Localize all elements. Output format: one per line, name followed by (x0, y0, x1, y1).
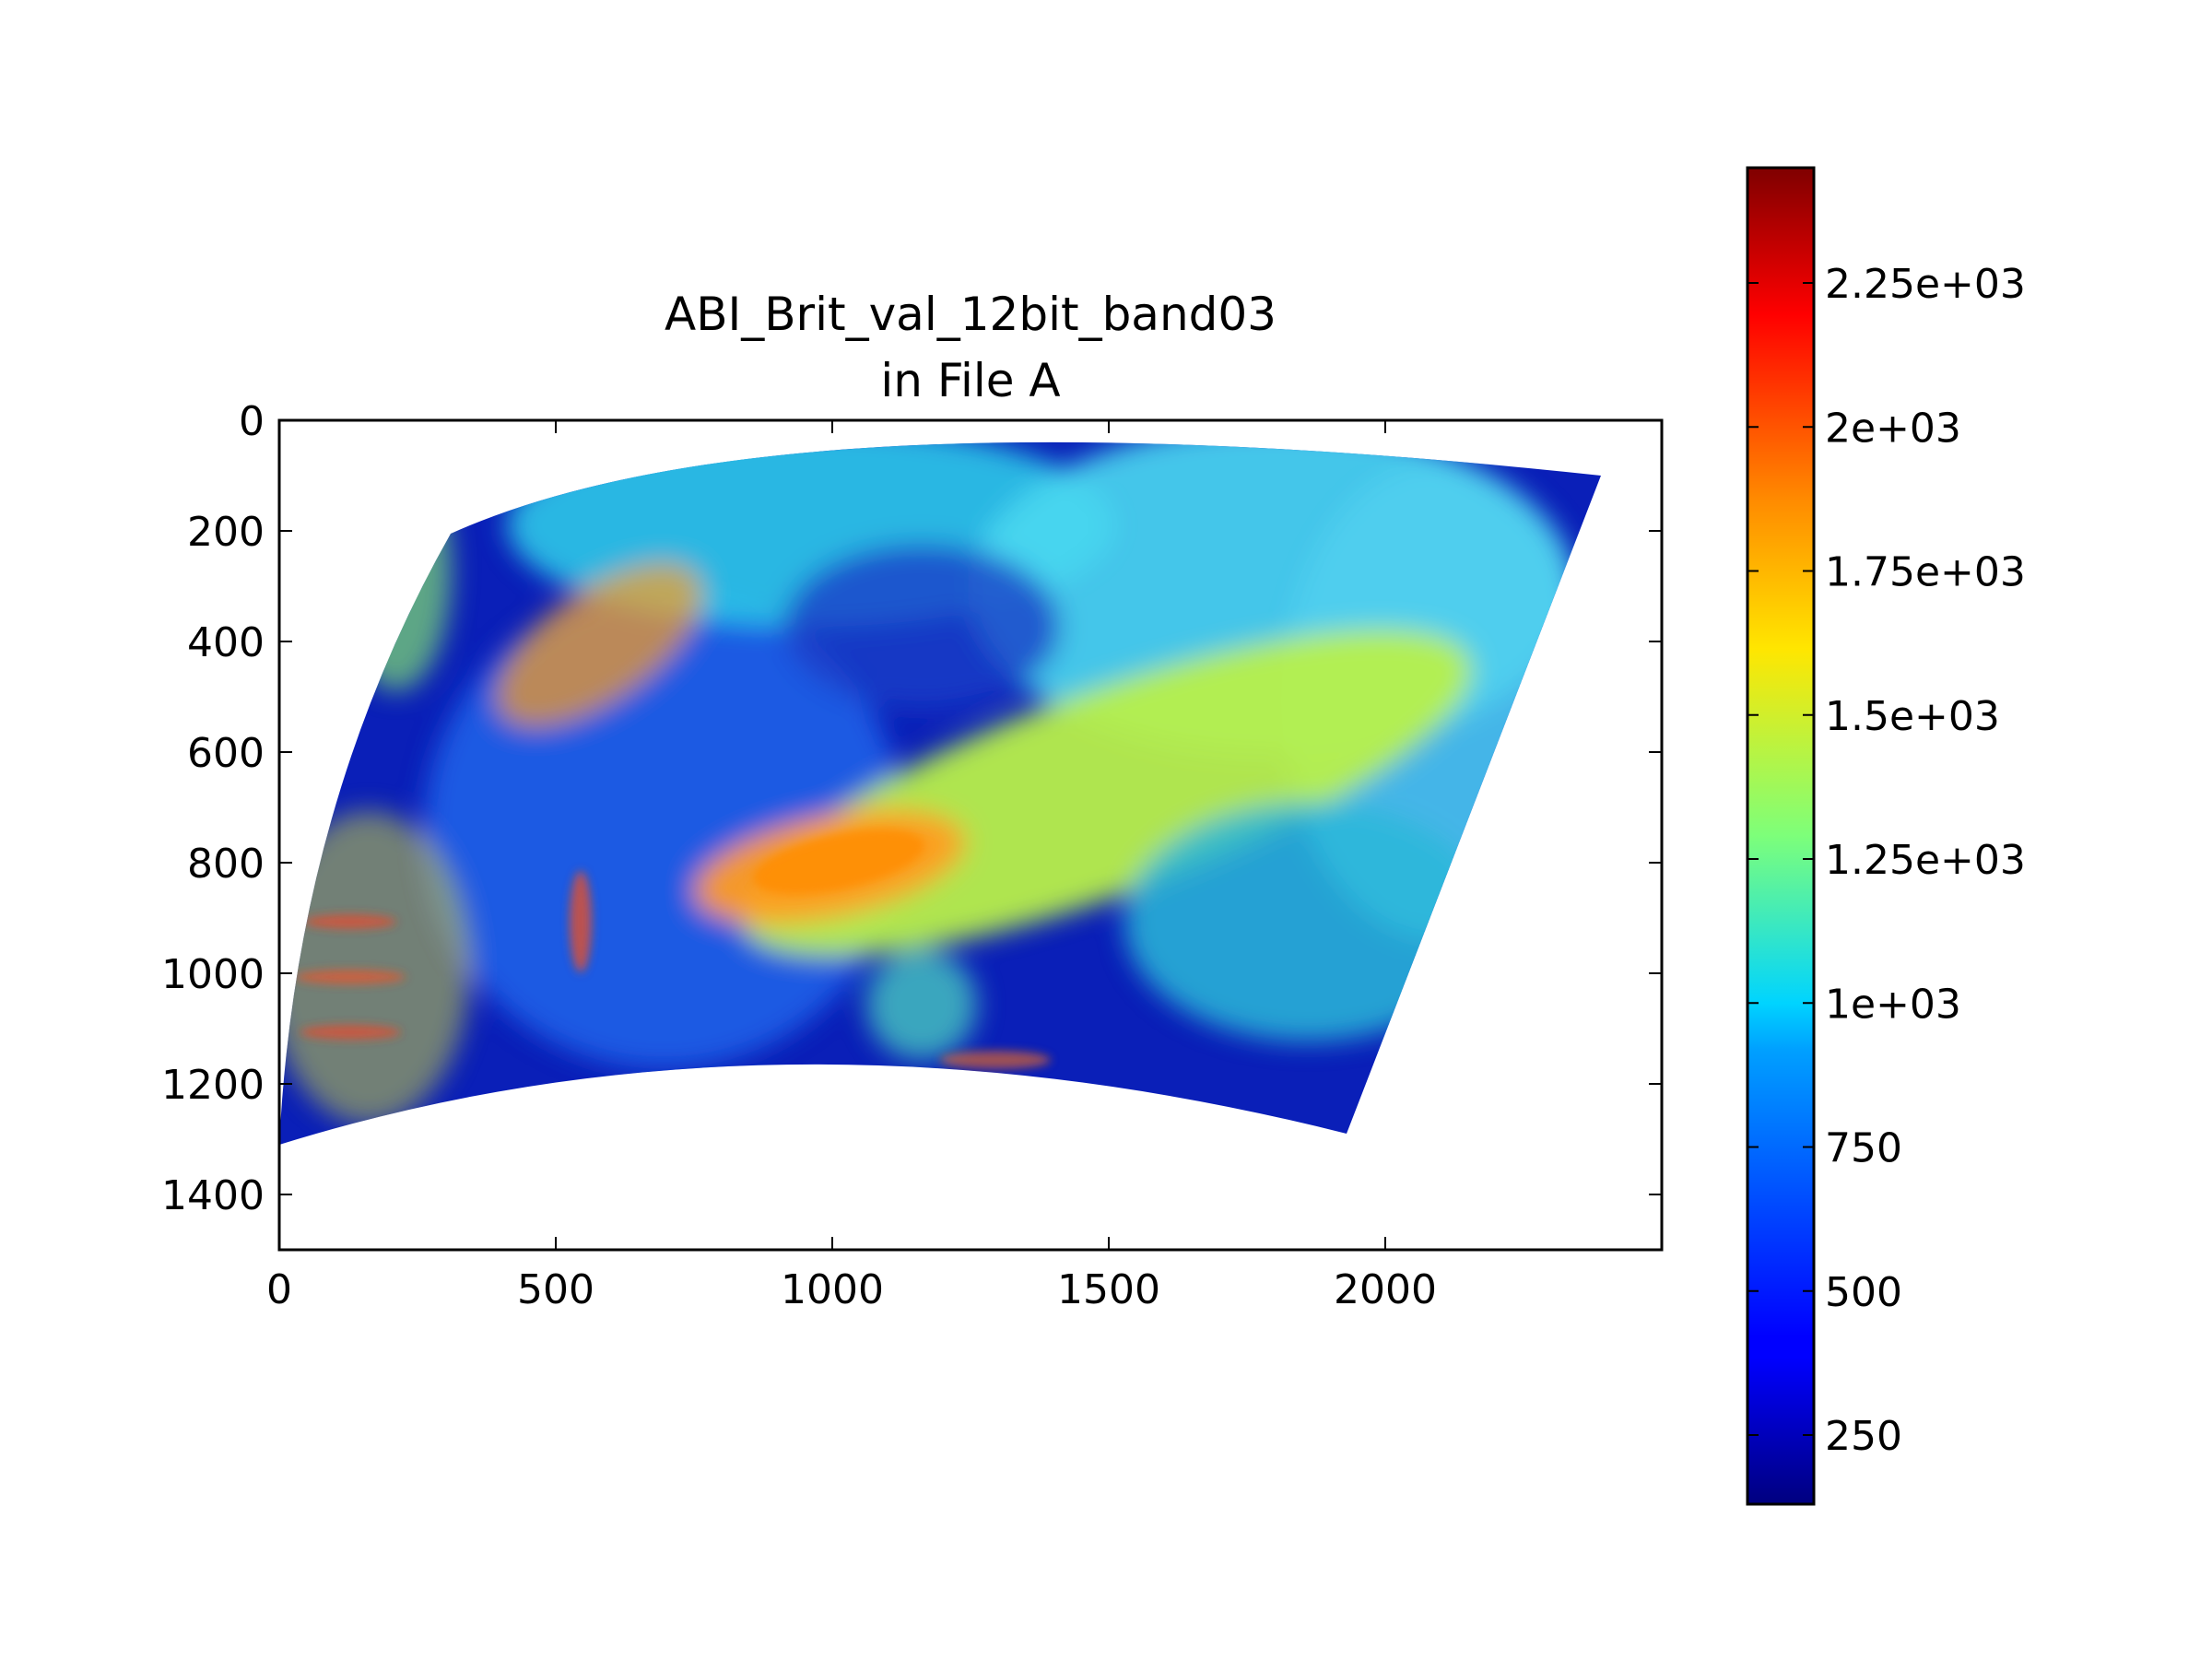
y-tick-label: 800 (187, 841, 265, 888)
y-tick-label: 600 (187, 730, 265, 777)
colorbar-tick-label: 750 (1825, 1125, 1902, 1172)
colorbar-tick-label: 500 (1825, 1269, 1902, 1316)
x-tick-label: 1500 (1057, 1266, 1160, 1313)
colorbar-tick-label: 2.25e+03 (1825, 261, 2026, 308)
x-axis: 0 500 1000 1500 2000 (266, 420, 1437, 1313)
y-tick-label: 400 (187, 619, 265, 666)
colorbar-tick-label: 2e+03 (1825, 405, 1961, 452)
y-tick-label: 1000 (161, 951, 265, 998)
y-tick-label: 0 (239, 398, 265, 445)
y-tick-label: 200 (187, 509, 265, 556)
colorbar-tick-label: 1.75e+03 (1825, 549, 2026, 596)
y-axis: 0 200 400 600 800 1000 1200 1400 (161, 398, 1662, 1219)
region-cumulus-pacific (279, 811, 470, 1124)
colorbar-tick-label: 250 (1825, 1413, 1902, 1460)
axes-frame (277, 418, 1664, 1252)
y-tick-label: 1200 (161, 1062, 265, 1109)
x-tick-label: 0 (266, 1266, 292, 1313)
chart-title: ABI_Brit_val_12bit_band03 (665, 288, 1277, 341)
colorbar-tick-label: 1e+03 (1825, 981, 1961, 1028)
colorbar (1746, 166, 1816, 1506)
colorbar-ticks: 250 500 750 1e+03 1.25e+03 1.5e+03 1.75e+03 2e+… (1747, 261, 2026, 1460)
chart-subtitle: in File A (880, 354, 1060, 407)
x-tick-label: 1000 (781, 1266, 884, 1313)
heatmap-image (279, 441, 1601, 1145)
x-tick-label: 500 (517, 1266, 594, 1313)
colorbar-tick-label: 1.5e+03 (1825, 693, 2000, 740)
colorbar-tick-label: 1.25e+03 (1825, 837, 2026, 884)
y-tick-label: 1400 (161, 1172, 265, 1219)
x-tick-label: 2000 (1334, 1266, 1437, 1313)
